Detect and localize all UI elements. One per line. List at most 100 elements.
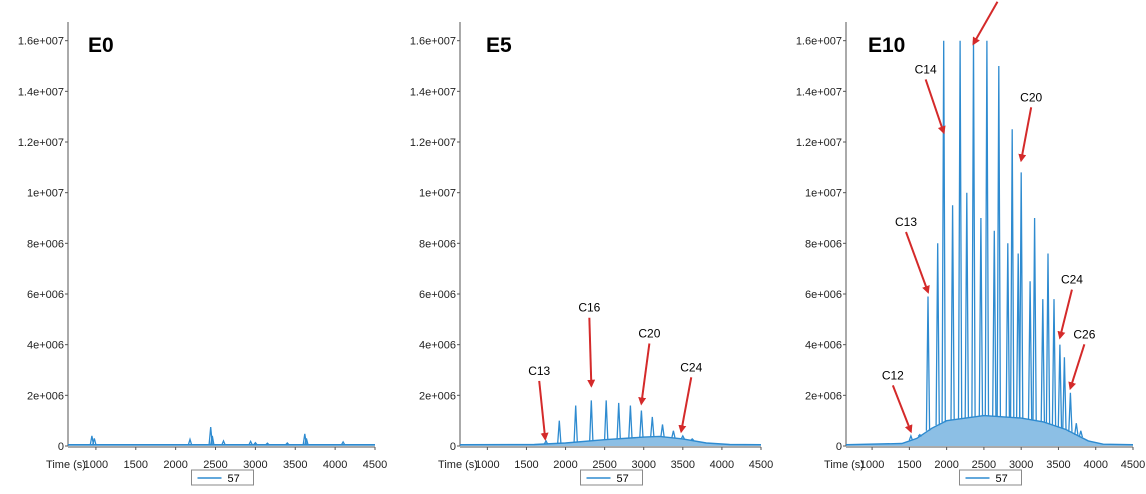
x-tick-label: 4000 — [323, 459, 347, 471]
series-peak — [941, 40, 946, 423]
annotation-arrow — [905, 231, 930, 294]
series-peak — [628, 405, 633, 439]
y-tick-label: 6e+006 — [805, 289, 842, 301]
series-peak — [690, 437, 695, 441]
y-tick-label: 0 — [836, 441, 842, 453]
x-tick-label: 4500 — [749, 459, 773, 471]
series-peak — [1057, 344, 1063, 428]
series-peak — [573, 405, 578, 443]
series-peak — [1051, 299, 1057, 426]
series-peak — [1027, 281, 1033, 420]
y-tick-label: 8e+006 — [805, 238, 842, 250]
series-envelope-area — [460, 436, 761, 446]
series-peak — [1015, 253, 1021, 418]
series-envelope-area — [846, 415, 1133, 446]
y-tick-label: 1.2e+007 — [18, 137, 64, 149]
series-peak — [671, 430, 676, 439]
annotation-label: C26 — [1073, 327, 1095, 341]
y-tick-label: 8e+006 — [419, 238, 456, 250]
series-peak — [1045, 253, 1051, 424]
y-tick-label: 1.4e+007 — [18, 86, 64, 98]
annotation-label: C24 — [680, 360, 702, 374]
series-peak — [935, 243, 940, 426]
y-tick-label: 4e+006 — [27, 340, 64, 352]
series-peak — [304, 438, 309, 445]
x-tick-label: 1000 — [84, 459, 108, 471]
annotation-label: C12 — [882, 368, 904, 382]
series-peak — [639, 410, 644, 438]
legend-box — [580, 469, 643, 486]
y-tick-label: 1.2e+007 — [796, 137, 842, 149]
annotation-label: C16 — [578, 301, 600, 315]
series-peak — [650, 416, 655, 437]
y-tick-label: 1e+007 — [27, 188, 64, 200]
series-peak — [221, 439, 226, 445]
annotation-arrow — [924, 79, 946, 135]
legend-label: 57 — [228, 473, 240, 485]
x-axis-label: Time (s) — [438, 459, 478, 471]
series-peak — [1040, 299, 1046, 422]
y-tick-label: 4e+006 — [419, 340, 456, 352]
legend-box — [959, 469, 1022, 486]
x-tick-label: 3500 — [1046, 459, 1070, 471]
series-peak — [950, 205, 955, 420]
y-tick-label: 2e+006 — [805, 390, 842, 402]
series-peak — [957, 40, 963, 419]
annotation-arrow — [1057, 289, 1073, 340]
x-tick-label: 2500 — [972, 459, 996, 471]
annotation-arrow — [972, 1, 999, 46]
series-peak — [187, 437, 193, 445]
x-axis-label: Time (s) — [824, 459, 864, 471]
series-peak — [1018, 172, 1024, 419]
panel-title: E0 — [88, 34, 114, 57]
x-tick-label: 4000 — [710, 459, 734, 471]
x-tick-label: 3000 — [243, 459, 267, 471]
x-tick-label: 4500 — [1121, 459, 1145, 471]
annotation-label: C20 — [638, 326, 660, 340]
x-axis-label: Time (s) — [46, 459, 86, 471]
series-peak — [92, 438, 97, 445]
chart-panel-e0: 0 2e+006 4e+006 6e+006 8e+006 1e+007 1.2e+007 1… — [18, 22, 387, 486]
series-peak — [1068, 392, 1073, 432]
series-peak — [616, 402, 621, 439]
series-peak — [660, 424, 665, 437]
x-tick-label: 4500 — [363, 459, 387, 471]
legend-label: 57 — [996, 473, 1008, 485]
y-tick-label: 1.2e+007 — [410, 137, 456, 149]
annotation-label: C14 — [915, 62, 937, 76]
series-peak — [680, 434, 685, 440]
series-peak — [1078, 430, 1084, 438]
x-tick-label: 1500 — [514, 459, 538, 471]
y-tick-label: 1.6e+007 — [796, 36, 842, 48]
x-tick-label: 3000 — [1009, 459, 1033, 471]
x-tick-label: 1500 — [124, 459, 148, 471]
series-peak — [917, 433, 922, 437]
x-tick-label: 2500 — [592, 459, 616, 471]
panel-title: E10 — [868, 34, 905, 57]
series-peak — [984, 40, 990, 416]
series-peak — [603, 400, 609, 440]
annotation-label: C24 — [1061, 273, 1083, 287]
chart-panel-e10: 0 2e+006 4e+006 6e+006 8e+006 1e+007 1.2e+007 1… — [796, 1, 1145, 486]
y-tick-label: 1e+007 — [805, 188, 842, 200]
x-tick-label: 2000 — [163, 459, 187, 471]
y-tick-label: 8e+006 — [27, 238, 64, 250]
x-tick-label: 3000 — [631, 459, 655, 471]
annotation-label: C20 — [1020, 90, 1042, 104]
x-tick-label: 1500 — [897, 459, 921, 471]
y-tick-label: 4e+006 — [805, 340, 842, 352]
series-peak — [1032, 217, 1037, 421]
annotation-arrow — [678, 377, 693, 434]
series-peak — [557, 420, 562, 444]
series-peak — [210, 435, 215, 445]
panel-title: E5 — [486, 34, 512, 57]
series-peak — [248, 439, 253, 445]
series-peak — [265, 442, 270, 446]
series-peak — [340, 440, 346, 446]
series-peak — [971, 40, 976, 418]
y-tick-label: 0 — [58, 441, 64, 453]
x-tick-label: 4000 — [1083, 459, 1107, 471]
y-tick-label: 1e+007 — [419, 188, 456, 200]
x-tick-label: 1000 — [860, 459, 884, 471]
